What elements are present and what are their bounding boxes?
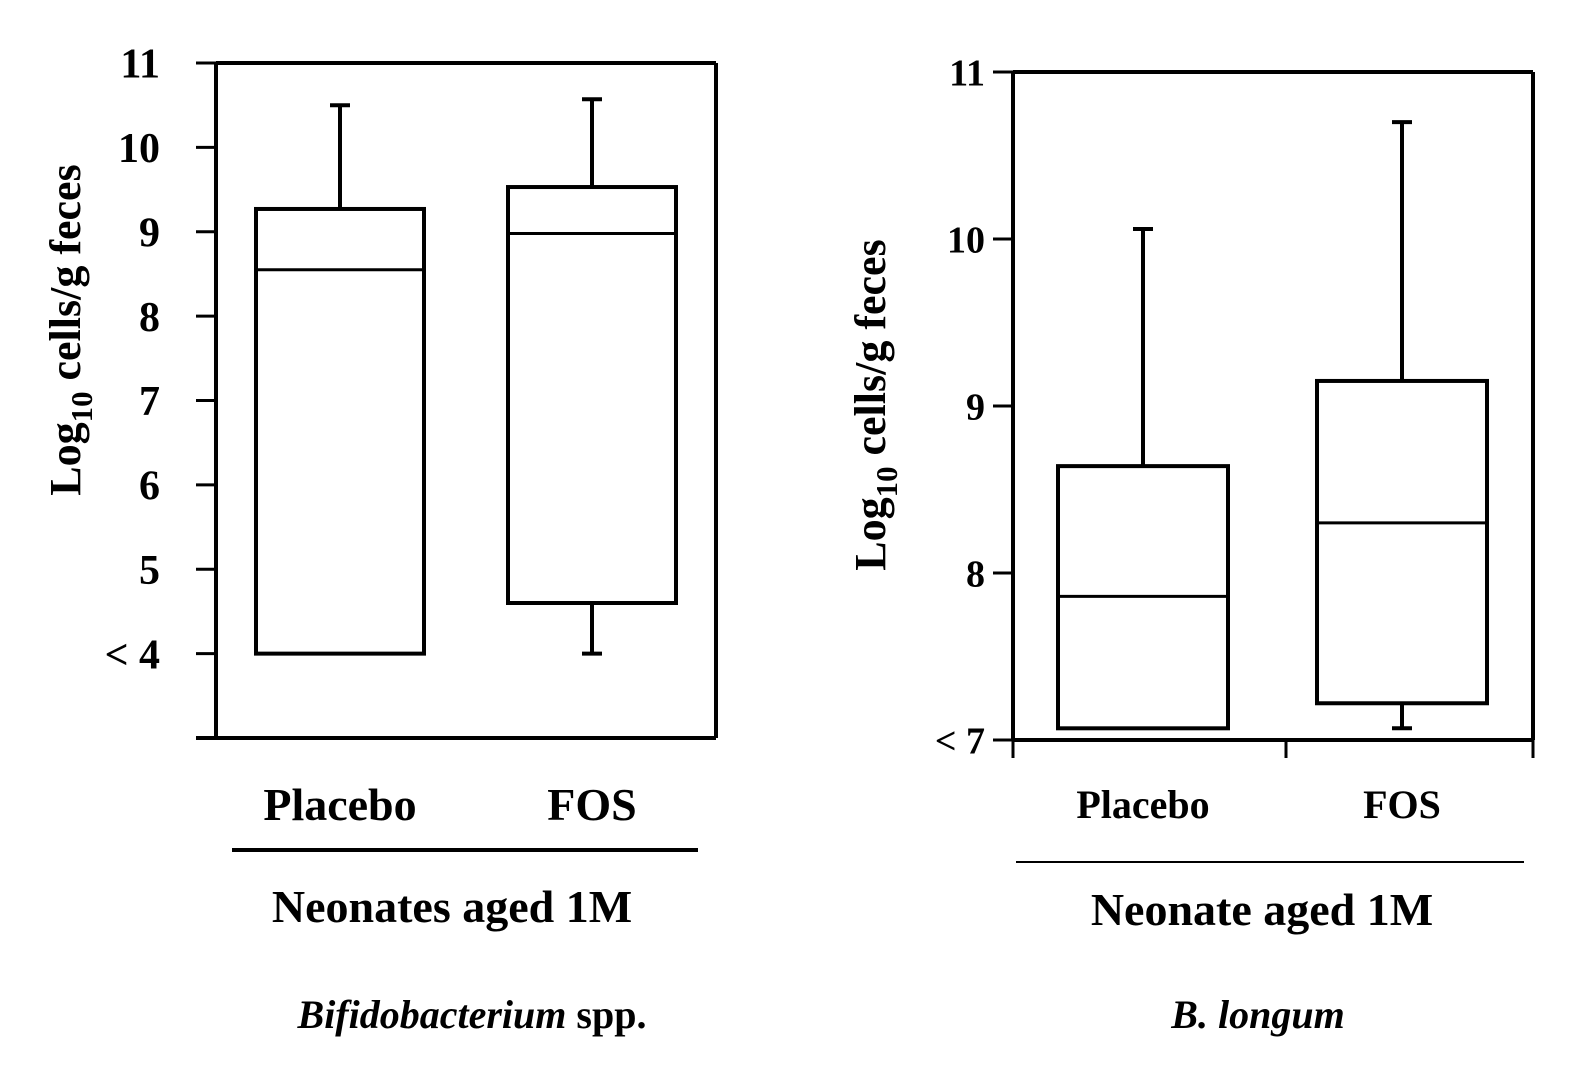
x-category-label: Placebo	[1076, 782, 1209, 827]
y-axis-label: Log10 cells/g feces	[846, 239, 904, 570]
y-tick-label: 9	[966, 386, 985, 428]
box-iqr	[254, 206, 426, 656]
y-tick-label: 5	[139, 548, 160, 594]
chart-caption: B. longum	[1170, 992, 1344, 1037]
y-axis-label: Log10 cells/g feces	[41, 164, 99, 495]
y-tick-label: 11	[949, 52, 985, 94]
y-tick-label: 7	[139, 379, 160, 425]
x-category-label: FOS	[1363, 782, 1441, 827]
x-category-label: Placebo	[263, 779, 416, 830]
y-tick-label: 10	[118, 126, 160, 172]
y-tick-label: 8	[139, 295, 160, 341]
y-tick-label: < 4	[105, 632, 160, 678]
group-label: Neonates aged 1M	[272, 881, 632, 932]
y-tick-label: 9	[139, 210, 160, 256]
chart-bifidobacterium: 11 10 9 8 7 6 5 < 4 Placebo FOS Neonates aged 1M Lo…	[41, 42, 718, 1037]
y-tick-label: < 7	[935, 720, 985, 762]
y-tick-label: 11	[120, 42, 160, 88]
y-tick-label: 8	[966, 553, 985, 595]
y-tick-label: 6	[139, 464, 160, 510]
chart-b-longum: 11 10 9 8 < 7 Placebo FOS Neonate aged 1M Log10 …	[846, 52, 1535, 1037]
box-iqr	[506, 185, 678, 605]
x-category-label: FOS	[547, 779, 636, 830]
y-tick-label: 10	[947, 219, 985, 261]
group-label: Neonate aged 1M	[1091, 884, 1433, 935]
chart-caption: Bifidobacterium spp.	[297, 992, 647, 1037]
box-iqr	[1315, 378, 1489, 706]
